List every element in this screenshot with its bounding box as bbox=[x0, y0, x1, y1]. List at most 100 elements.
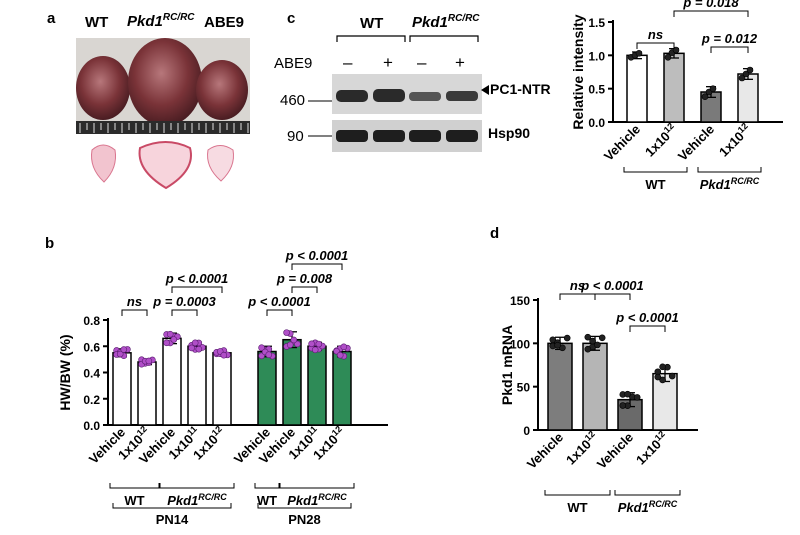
bar-0 bbox=[547, 342, 573, 431]
bar-3 bbox=[652, 372, 678, 431]
panel-a-col-pkd1: Pkd1RC/RC bbox=[127, 12, 195, 30]
group-label: Pkd1RC/RC bbox=[167, 492, 227, 508]
marker-90: 90 bbox=[287, 128, 304, 145]
blot-group-pkd1: Pkd1RC/RC bbox=[412, 13, 480, 31]
hsp90-bands bbox=[336, 130, 478, 142]
supergroup-label: PN28 bbox=[288, 512, 321, 527]
data-point bbox=[664, 54, 672, 61]
y-tick-label: 150 bbox=[510, 294, 530, 308]
bar-0 bbox=[626, 54, 648, 123]
x-tick-label: 1x1012 bbox=[632, 429, 671, 468]
chart-pkd1-mrna: d 0 50 100 150 Pkd1 mRNA Vehicle 1x1012 Vehicle 1… bbox=[460, 220, 720, 525]
y-axis-label: Relative intensity bbox=[570, 14, 586, 129]
y-axis-label: HW/BW (%) bbox=[57, 334, 73, 410]
data-point bbox=[746, 66, 754, 74]
x-tick-label: Vehicle bbox=[675, 122, 717, 164]
panel-a-col-abe9: ABE9 bbox=[204, 14, 245, 31]
data-point bbox=[584, 345, 592, 353]
y-tick-label: 100 bbox=[510, 337, 530, 351]
significance-bracket bbox=[673, 10, 749, 17]
data-point bbox=[563, 334, 571, 342]
group-label: WT bbox=[124, 493, 144, 508]
y-tick-label: 1.5 bbox=[588, 16, 605, 30]
blot-lane-4: + bbox=[455, 53, 465, 72]
group-bracket bbox=[159, 483, 235, 489]
significance-label: p = 0.012 bbox=[701, 31, 758, 46]
chart-hw-bw: b 0.0 0.2 0.4 0.6 0.8 HW/BW (%) Vehicle 1x1012 Ve… bbox=[0, 230, 400, 530]
bar-0 bbox=[112, 352, 132, 426]
data-point bbox=[633, 394, 641, 401]
significance-bracket bbox=[291, 263, 343, 270]
chart-b-svg: b0.00.20.40.60.8HW/BW (%)Vehicle1x1012Ve… bbox=[45, 235, 388, 527]
data-point bbox=[668, 372, 676, 380]
supergroup-label: PN14 bbox=[156, 512, 189, 527]
bar-1 bbox=[137, 361, 157, 426]
panel-c-blot: c WT Pkd1RC/RC ABE9 – + – + 460 90 PC1-N… bbox=[270, 0, 560, 170]
data-point bbox=[554, 341, 561, 349]
group-bracket bbox=[614, 490, 681, 496]
data-point bbox=[659, 363, 666, 371]
significance-label: ns bbox=[127, 294, 142, 309]
y-tick-label: 0.6 bbox=[83, 340, 100, 354]
y-axis-label: Pkd1 mRNA bbox=[499, 325, 515, 405]
heart-wt-section bbox=[91, 144, 116, 183]
data-point bbox=[315, 340, 323, 348]
bar-6 bbox=[282, 338, 302, 426]
bar-3 bbox=[187, 345, 207, 426]
group-bracket bbox=[697, 167, 762, 173]
data-point bbox=[654, 373, 662, 381]
group-label: Pkd1RC/RC bbox=[700, 176, 760, 192]
significance-label: p < 0.0001 bbox=[615, 310, 679, 325]
y-tick-label: 1.0 bbox=[588, 49, 605, 63]
data-point bbox=[258, 344, 265, 351]
panel-d-label: d bbox=[490, 225, 499, 242]
data-point bbox=[340, 343, 348, 351]
bar-1 bbox=[663, 52, 685, 123]
data-point bbox=[191, 339, 199, 347]
data-point bbox=[589, 337, 596, 345]
panel-c-label: c bbox=[287, 10, 296, 27]
y-tick-label: 0.0 bbox=[83, 419, 100, 433]
data-point bbox=[336, 351, 344, 359]
significance-bracket bbox=[121, 309, 148, 316]
bracket-wt bbox=[336, 35, 406, 42]
data-point bbox=[116, 350, 124, 358]
significance-bracket bbox=[291, 286, 318, 293]
significance-label: p = 0.008 bbox=[276, 271, 333, 286]
blot-lane-1: – bbox=[343, 53, 353, 72]
chart-relative-intensity: 0.0 0.5 1.0 1.5 Relative intensity Vehicle 1x1… bbox=[555, 0, 800, 215]
group-bracket bbox=[279, 483, 355, 489]
significance-label: p < 0.0001 bbox=[247, 294, 311, 309]
heart-pkd1-photo bbox=[128, 38, 202, 126]
ruler bbox=[76, 121, 250, 134]
panel-b-label: b bbox=[45, 235, 54, 252]
band-label-pc1: PC1-NTR bbox=[490, 81, 551, 97]
significance-bracket bbox=[266, 309, 293, 316]
significance-label: p < 0.0001 bbox=[580, 278, 644, 293]
panel-a-col-wt: WT bbox=[85, 14, 109, 31]
heart-wt-photo bbox=[76, 56, 130, 120]
data-point bbox=[290, 336, 298, 344]
data-point bbox=[294, 340, 301, 348]
data-point bbox=[120, 346, 128, 353]
data-point bbox=[311, 346, 319, 354]
panel-a-label: a bbox=[47, 10, 56, 27]
data-point bbox=[635, 50, 643, 57]
western-blot bbox=[308, 35, 489, 152]
heart-abe9-section bbox=[207, 145, 234, 182]
heart-pkd1-section bbox=[138, 141, 192, 190]
significance-bracket bbox=[171, 309, 198, 316]
data-point bbox=[742, 70, 750, 78]
significance-label: p < 0.0001 bbox=[285, 248, 349, 263]
data-point bbox=[163, 339, 170, 347]
bar-4 bbox=[212, 352, 232, 426]
data-point bbox=[265, 351, 273, 359]
group-bracket bbox=[623, 167, 688, 173]
data-point bbox=[145, 357, 153, 365]
group-label: Pkd1RC/RC bbox=[287, 492, 347, 508]
bar-7 bbox=[307, 345, 327, 426]
significance-bracket bbox=[559, 293, 596, 300]
data-point bbox=[709, 85, 717, 92]
